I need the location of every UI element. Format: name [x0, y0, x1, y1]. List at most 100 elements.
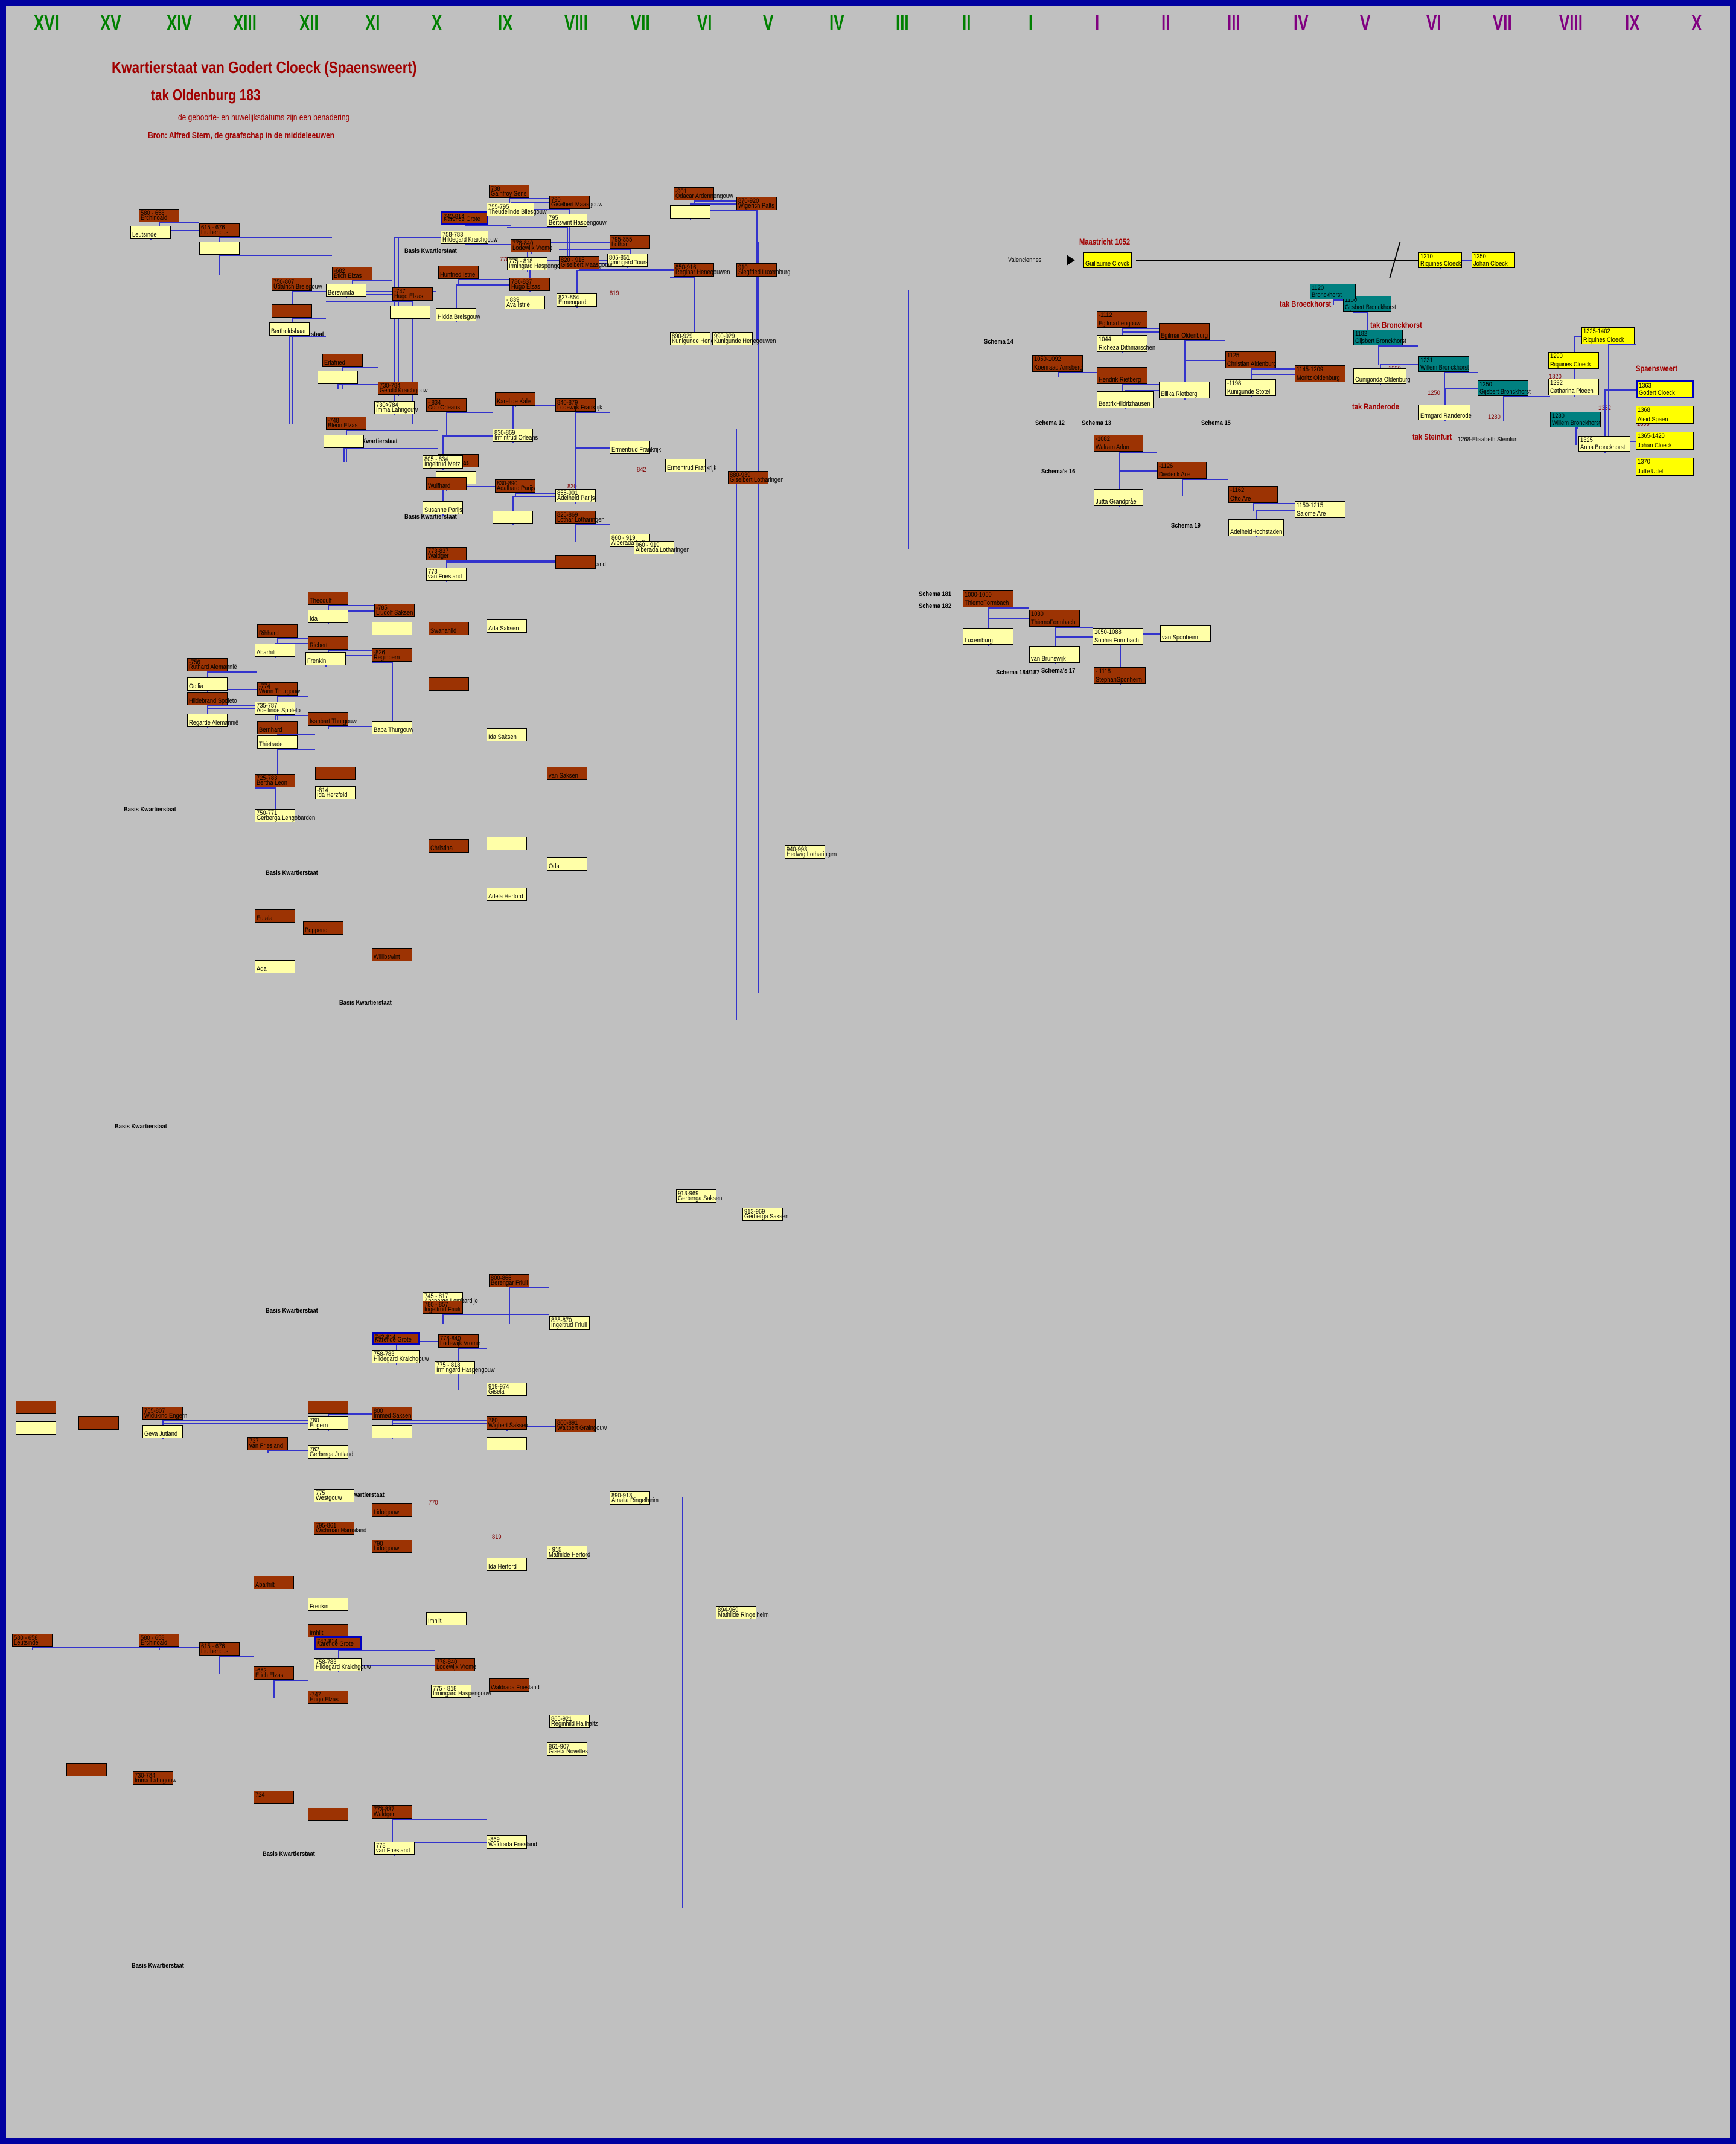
- person-box[interactable]: Ida: [308, 610, 348, 623]
- person-box[interactable]: [487, 1437, 527, 1450]
- person-box[interactable]: Ermgard Randerode: [1418, 405, 1472, 420]
- person-box[interactable]: Thietrade: [257, 735, 298, 749]
- person-box[interactable]: 1325-1402 Riquines Cloeck: [1581, 327, 1635, 344]
- person-box[interactable]: 1000-1050 ThiemoFormbach: [963, 590, 1013, 607]
- person-box[interactable]: -814 Ida Herzfeld: [315, 786, 356, 799]
- person-box[interactable]: 750-807 Udalrich Breisgouw: [272, 278, 322, 291]
- person-box[interactable]: 795 Bertswint Haspengouw: [547, 214, 607, 227]
- person-box[interactable]: -682 Etich Elzas: [332, 267, 372, 280]
- person-box[interactable]: 1363 Godert Cloeck: [1636, 380, 1694, 398]
- person-box[interactable]: Eilika Rietberg: [1159, 382, 1210, 398]
- person-box[interactable]: 778-840 Lodewijk Vrome: [438, 1334, 480, 1348]
- person-box[interactable]: 742-814 Karel de Grote: [372, 1332, 420, 1345]
- person-box[interactable]: Hendrik Rietberg: [1097, 367, 1147, 384]
- person-box[interactable]: 730-784 Imma Lahngouw: [133, 1771, 176, 1785]
- person-box[interactable]: 725-783 Bertha Leon: [255, 774, 295, 787]
- person-box[interactable]: -1198 Kunigunde Stotel: [1225, 379, 1276, 396]
- person-box[interactable]: 580 - 658 Erchinoald: [139, 1634, 179, 1647]
- person-box[interactable]: -1082 Walram Arlon: [1094, 435, 1143, 452]
- person-box[interactable]: 773-837 Waldger: [426, 547, 467, 560]
- person-box[interactable]: Ermentrud Frankrijk: [665, 459, 716, 472]
- person-box[interactable]: 1030 ThiemoFormbach: [1029, 610, 1080, 627]
- person-box[interactable]: [308, 1401, 348, 1414]
- person-box[interactable]: Luxemburg: [963, 628, 1013, 645]
- person-box[interactable]: Ida Herford: [487, 1558, 527, 1571]
- person-box[interactable]: [493, 511, 533, 524]
- person-box[interactable]: 780-837 Hugo Elzas: [509, 278, 550, 291]
- person-box[interactable]: Jutta Grandpråe: [1094, 489, 1143, 506]
- person-box[interactable]: Susanne Parijs: [423, 501, 463, 514]
- person-box[interactable]: 1120 Bronckhorst: [1310, 284, 1356, 299]
- person-box[interactable]: -901 Odacar Ardennengouw: [674, 187, 733, 200]
- person-box[interactable]: 580 - 658 Erchinoald: [139, 209, 179, 222]
- person-box[interactable]: 820 - 916 Giselbert Maasgouw: [559, 256, 612, 269]
- person-box[interactable]: 940-993 Hedwig Lotharingen: [785, 845, 837, 859]
- person-box[interactable]: Christina: [429, 839, 469, 853]
- person-box[interactable]: -1112 EgilmarLerigouw: [1097, 311, 1147, 328]
- person-box[interactable]: Willibswint: [372, 948, 412, 961]
- person-box[interactable]: Imhilt: [426, 1612, 467, 1625]
- person-box[interactable]: 737 van Friesland: [247, 1437, 288, 1450]
- person-box[interactable]: Poppenc: [303, 921, 343, 935]
- person-box[interactable]: - 1118 StephanSponheim: [1094, 667, 1146, 684]
- person-box[interactable]: 778 van Friesland: [426, 568, 467, 581]
- person-box[interactable]: 775 - 818 Irmingard Haspengouw: [507, 257, 567, 270]
- person-box[interactable]: [390, 306, 430, 319]
- person-box[interactable]: Waldrada Friesland: [489, 1678, 540, 1692]
- person-box[interactable]: 738 Gainfroy Sens: [489, 185, 529, 198]
- person-box[interactable]: Karel de Kale: [495, 392, 535, 406]
- person-box[interactable]: 775 Westgouw: [314, 1489, 354, 1502]
- person-box[interactable]: 910 Siegfried Luxemburg: [736, 263, 790, 277]
- person-box[interactable]: 1125 Christian Aldenburg: [1225, 351, 1277, 368]
- person-box[interactable]: Ermentrud Frankrijk: [610, 441, 661, 454]
- person-box[interactable]: 580 - 658 Leutsinde: [12, 1634, 53, 1647]
- person-box[interactable]: 855-901 Adelheid Parijs: [555, 489, 596, 502]
- person-box[interactable]: van Brunswijk: [1029, 646, 1080, 663]
- person-box[interactable]: 805 - 834 Ingeltrud Metz: [423, 455, 463, 469]
- person-box[interactable]: 870-920 Wigerich Palts: [736, 197, 777, 210]
- person-box[interactable]: 790 Lidolgouw: [372, 1540, 412, 1553]
- person-box[interactable]: 827-864 Ermengard: [557, 293, 597, 307]
- person-box[interactable]: 1182 Gijsbert Bronckhorst: [1353, 330, 1406, 345]
- person-box[interactable]: 795-861 Wichman Hamaland: [314, 1522, 366, 1535]
- person-box[interactable]: 1231 Willem Bronckhorst: [1418, 356, 1469, 372]
- person-box[interactable]: Bertholdsbaar: [269, 322, 310, 336]
- person-box[interactable]: 800 Immed Saksen: [372, 1407, 412, 1420]
- person-box[interactable]: Ada: [255, 960, 295, 973]
- person-box[interactable]: 778-840 Lodewijk Vrome: [511, 239, 552, 252]
- person-box[interactable]: 724: [254, 1791, 294, 1804]
- person-box[interactable]: BeatrixHildrizhausen: [1097, 391, 1154, 408]
- person-box[interactable]: 615 - 676 Liuthericus: [199, 223, 240, 237]
- person-box[interactable]: Oda: [547, 857, 587, 871]
- person-box[interactable]: [16, 1401, 56, 1414]
- person-box[interactable]: Hunfried Istrië: [438, 266, 479, 279]
- person-box[interactable]: 778 van Friesland: [374, 1842, 415, 1855]
- person-box[interactable]: 1290 Riquines Cloeck: [1548, 352, 1599, 369]
- person-box[interactable]: 1250 Johan Cloeck: [1472, 252, 1515, 268]
- person-box[interactable]: 742-814 Karel de Grote: [441, 211, 489, 225]
- person-box[interactable]: -747 Hugo Elzas: [308, 1691, 348, 1704]
- person-box[interactable]: Guillaume Clovck: [1083, 252, 1132, 268]
- person-box[interactable]: Geva Jutland: [142, 1425, 183, 1438]
- person-box[interactable]: Abarhilt: [255, 644, 295, 657]
- person-box[interactable]: 773-837 Waldger: [372, 1805, 412, 1819]
- person-box[interactable]: [315, 767, 356, 780]
- person-box[interactable]: -774 Warin Thurgouw: [257, 682, 300, 696]
- person-box[interactable]: Berswinda: [326, 284, 366, 297]
- person-box[interactable]: [487, 837, 527, 850]
- person-box[interactable]: Hidda Breisgouw: [436, 308, 480, 321]
- person-box[interactable]: 861-907 Gisela Novelles: [547, 1742, 588, 1756]
- person-box[interactable]: Leutsinde: [130, 226, 171, 239]
- person-box[interactable]: Wulfhard: [426, 477, 467, 490]
- person-box[interactable]: van Sponheim: [1160, 625, 1211, 642]
- person-box[interactable]: 795-855 Lothar: [610, 235, 650, 249]
- person-box[interactable]: Ada Saksen: [487, 619, 527, 633]
- person-box[interactable]: - 834 Odo Orleans: [426, 398, 467, 412]
- person-box[interactable]: 758-783 Hildegard Kraichgouw: [372, 1350, 429, 1363]
- person-box[interactable]: Imhilt: [308, 1624, 348, 1637]
- person-box[interactable]: 735-787 Adellinde Spoleto: [255, 702, 301, 715]
- person-box[interactable]: -1126 Diederik Are: [1157, 462, 1207, 479]
- person-box[interactable]: 800-891 Waltbert Graingouw: [555, 1419, 607, 1432]
- person-box[interactable]: Frenkin: [305, 652, 346, 665]
